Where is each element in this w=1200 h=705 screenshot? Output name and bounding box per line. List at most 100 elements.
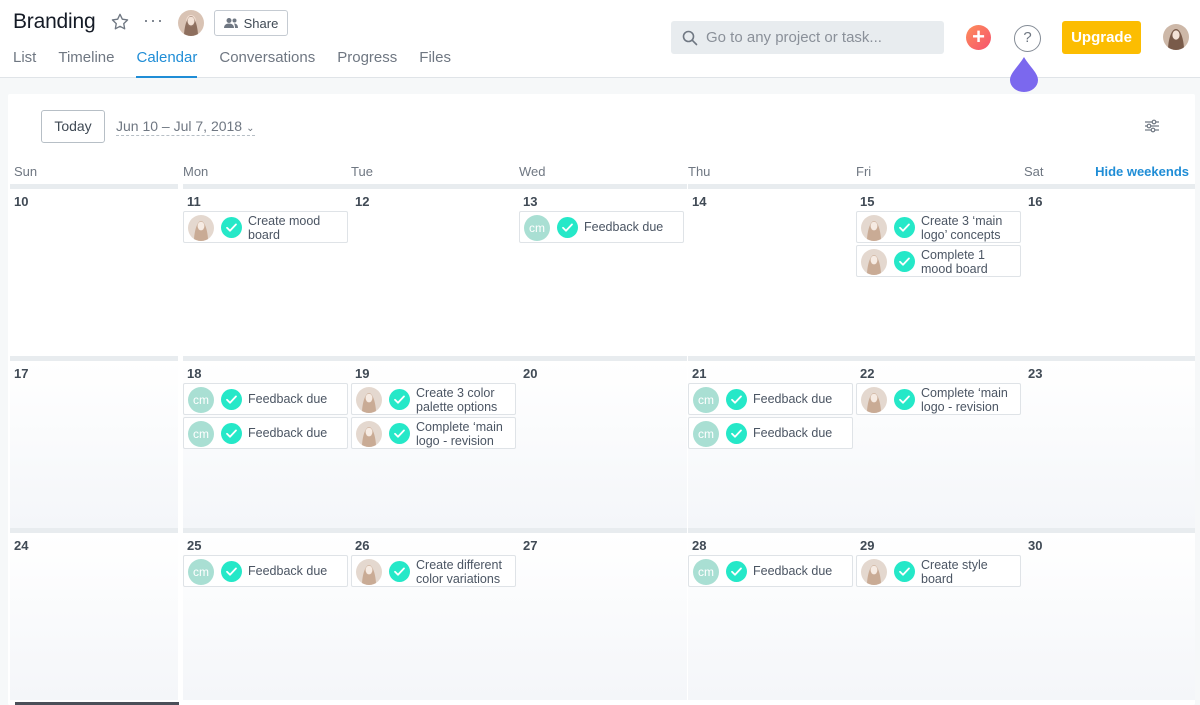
- filter-settings-icon[interactable]: [1144, 118, 1160, 134]
- calendar-day-cell[interactable]: 24: [10, 528, 178, 700]
- user-avatar[interactable]: [1163, 24, 1189, 50]
- assignee-initials-avatar[interactable]: cm: [188, 387, 214, 413]
- calendar-day-cell[interactable]: 13 cm Feedback due: [519, 184, 687, 356]
- star-icon[interactable]: [110, 12, 130, 32]
- complete-check-icon[interactable]: [389, 561, 410, 582]
- task-card[interactable]: cm Feedback due: [183, 555, 348, 587]
- assignee-initials-avatar[interactable]: cm: [693, 559, 719, 585]
- calendar-day-cell[interactable]: 25 cm Feedback due: [183, 528, 351, 700]
- calendar-day-cell[interactable]: 28 cm Feedback due: [688, 528, 856, 700]
- assignee-initials-avatar[interactable]: cm: [188, 559, 214, 585]
- assignee-avatar[interactable]: [861, 215, 887, 241]
- task-list: Create 3 ‘main logo’ concepts Complete 1 …: [856, 211, 1021, 279]
- task-name: Complete 1 mood board: [921, 248, 988, 276]
- task-card[interactable]: cm Feedback due: [688, 383, 853, 415]
- calendar-day-cell[interactable]: 12: [351, 184, 519, 356]
- assignee-avatar[interactable]: [861, 249, 887, 275]
- day-number: 19: [355, 366, 370, 381]
- assignee-avatar[interactable]: [861, 387, 887, 413]
- upgrade-button[interactable]: Upgrade: [1062, 21, 1141, 54]
- share-button[interactable]: Share: [214, 10, 288, 36]
- assignee-avatar[interactable]: [188, 215, 214, 241]
- hide-weekends-link[interactable]: Hide weekends: [1095, 164, 1189, 179]
- task-card[interactable]: cm Feedback due: [688, 555, 853, 587]
- complete-check-icon[interactable]: [726, 389, 747, 410]
- calendar-day-cell[interactable]: 27: [519, 528, 687, 700]
- task-card[interactable]: Complete ‘main logo - revision: [856, 383, 1021, 415]
- complete-check-icon[interactable]: [221, 217, 242, 238]
- day-number: 27: [523, 538, 538, 553]
- assignee-avatar[interactable]: [356, 559, 382, 585]
- calendar-day-cell[interactable]: 10: [10, 184, 178, 356]
- complete-check-icon[interactable]: [557, 217, 578, 238]
- tab-conversations[interactable]: Conversations: [219, 49, 316, 66]
- task-card[interactable]: Create mood board: [183, 211, 348, 243]
- task-name: Feedback due: [753, 426, 833, 440]
- task-card[interactable]: cm Feedback due: [183, 383, 348, 415]
- complete-check-icon[interactable]: [221, 389, 242, 410]
- assignee-initials-avatar[interactable]: cm: [188, 421, 214, 447]
- search-input[interactable]: [706, 29, 936, 46]
- task-card[interactable]: Complete 1 mood board: [856, 245, 1021, 277]
- task-card[interactable]: Create different color variations: [351, 555, 516, 587]
- tab-progress[interactable]: Progress: [337, 49, 398, 66]
- assignee-initials-avatar[interactable]: cm: [524, 215, 550, 241]
- date-range-picker[interactable]: Jun 10 – Jul 7, 2018 ⌄: [116, 118, 255, 136]
- tab-timeline[interactable]: Timeline: [58, 49, 115, 66]
- calendar-day-cell[interactable]: 17: [10, 356, 178, 528]
- calendar-day-cell[interactable]: 29 Create style board: [856, 528, 1024, 700]
- calendar-day-cell[interactable]: 18 cm Feedback due cm Feedback due: [183, 356, 351, 528]
- complete-check-icon[interactable]: [894, 561, 915, 582]
- complete-check-icon[interactable]: [389, 423, 410, 444]
- tab-files[interactable]: Files: [419, 49, 451, 66]
- tab-list[interactable]: List: [13, 49, 37, 66]
- people-icon: [223, 18, 238, 28]
- task-list: Create mood board: [183, 211, 348, 245]
- task-name: Feedback due: [753, 392, 833, 406]
- project-title: Branding: [13, 10, 96, 33]
- calendar-day-cell[interactable]: 30: [1024, 528, 1195, 700]
- task-card[interactable]: cm Feedback due: [183, 417, 348, 449]
- task-card[interactable]: cm Feedback due: [688, 417, 853, 449]
- assignee-initials-avatar[interactable]: cm: [693, 421, 719, 447]
- complete-check-icon[interactable]: [894, 389, 915, 410]
- quick-add-button[interactable]: +: [966, 25, 991, 50]
- calendar-day-cell[interactable]: 26 Create different color variations: [351, 528, 519, 700]
- day-number: 10: [14, 194, 29, 209]
- avatar[interactable]: [178, 10, 204, 36]
- day-number: 26: [355, 538, 370, 553]
- day-number: 25: [187, 538, 202, 553]
- tab-calendar[interactable]: Calendar: [136, 49, 197, 78]
- task-card[interactable]: Create 3 ‘main logo’ concepts: [856, 211, 1021, 243]
- calendar-day-cell[interactable]: 20: [519, 356, 687, 528]
- complete-check-icon[interactable]: [894, 217, 915, 238]
- assignee-avatar[interactable]: [356, 421, 382, 447]
- search-bar[interactable]: [671, 21, 944, 54]
- complete-check-icon[interactable]: [894, 251, 915, 272]
- assignee-avatar[interactable]: [861, 559, 887, 585]
- complete-check-icon[interactable]: [726, 561, 747, 582]
- calendar-day-cell[interactable]: 22 Complete ‘main logo - revision: [856, 356, 1024, 528]
- more-options-icon[interactable]: ···: [143, 10, 164, 30]
- task-card[interactable]: Create style board: [856, 555, 1021, 587]
- complete-check-icon[interactable]: [221, 561, 242, 582]
- assignee-avatar[interactable]: [356, 387, 382, 413]
- today-button[interactable]: Today: [41, 110, 105, 143]
- calendar-day-cell[interactable]: 16: [1024, 184, 1195, 356]
- calendar-week: 17 18 cm Feedback due cm Feedback due 19 Create…: [8, 356, 1195, 528]
- calendar-day-cell[interactable]: 21 cm Feedback due cm Feedback due: [688, 356, 856, 528]
- task-card[interactable]: Complete ‘main logo - revision: [351, 417, 516, 449]
- calendar-day-cell[interactable]: 15 Create 3 ‘main logo’ concepts Complete …: [856, 184, 1024, 356]
- calendar-day-cell[interactable]: 23: [1024, 356, 1195, 528]
- day-number: 23: [1028, 366, 1043, 381]
- calendar-day-cell[interactable]: 14: [688, 184, 856, 356]
- complete-check-icon[interactable]: [389, 389, 410, 410]
- task-card[interactable]: cm Feedback due: [519, 211, 684, 243]
- help-button[interactable]: ?: [1014, 25, 1041, 52]
- complete-check-icon[interactable]: [221, 423, 242, 444]
- task-card[interactable]: Create 3 color palette options: [351, 383, 516, 415]
- assignee-initials-avatar[interactable]: cm: [693, 387, 719, 413]
- calendar-day-cell[interactable]: 19 Create 3 color palette options Complete…: [351, 356, 519, 528]
- complete-check-icon[interactable]: [726, 423, 747, 444]
- calendar-day-cell[interactable]: 11 Create mood board: [183, 184, 351, 356]
